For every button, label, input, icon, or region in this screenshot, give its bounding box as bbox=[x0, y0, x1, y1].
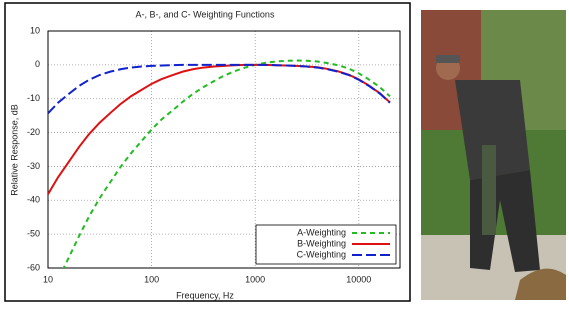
x-tick-label: 100 bbox=[144, 274, 159, 284]
chart: A-, B-, and C- Weighting Functions Frequ… bbox=[0, 0, 569, 305]
x-tick-label: 10000 bbox=[346, 274, 371, 284]
chart-title: A-, B-, and C- Weighting Functions bbox=[136, 9, 275, 19]
y-tick-label: 10 bbox=[30, 25, 40, 35]
x-tick-label: 10 bbox=[43, 274, 53, 284]
y-axis-label: Relative Response, dB bbox=[9, 104, 19, 196]
y-tick-label: -30 bbox=[27, 161, 40, 171]
x-axis-label: Frequency, Hz bbox=[176, 290, 234, 300]
y-tick-label: -40 bbox=[27, 195, 40, 205]
legend-label: A-Weighting bbox=[297, 227, 346, 237]
x-tick-label: 1000 bbox=[245, 274, 265, 284]
y-tick-label: -20 bbox=[27, 127, 40, 137]
y-tick-label: -10 bbox=[27, 93, 40, 103]
y-tick-label: -50 bbox=[27, 229, 40, 239]
y-tick-label: 0 bbox=[35, 59, 40, 69]
legend-label: B-Weighting bbox=[297, 238, 346, 248]
legend-label: C-Weighting bbox=[297, 249, 346, 259]
y-tick-label: -60 bbox=[27, 262, 40, 272]
photo bbox=[421, 10, 566, 300]
page: A-, B-, and C- Weighting Functions Frequ… bbox=[0, 0, 569, 305]
